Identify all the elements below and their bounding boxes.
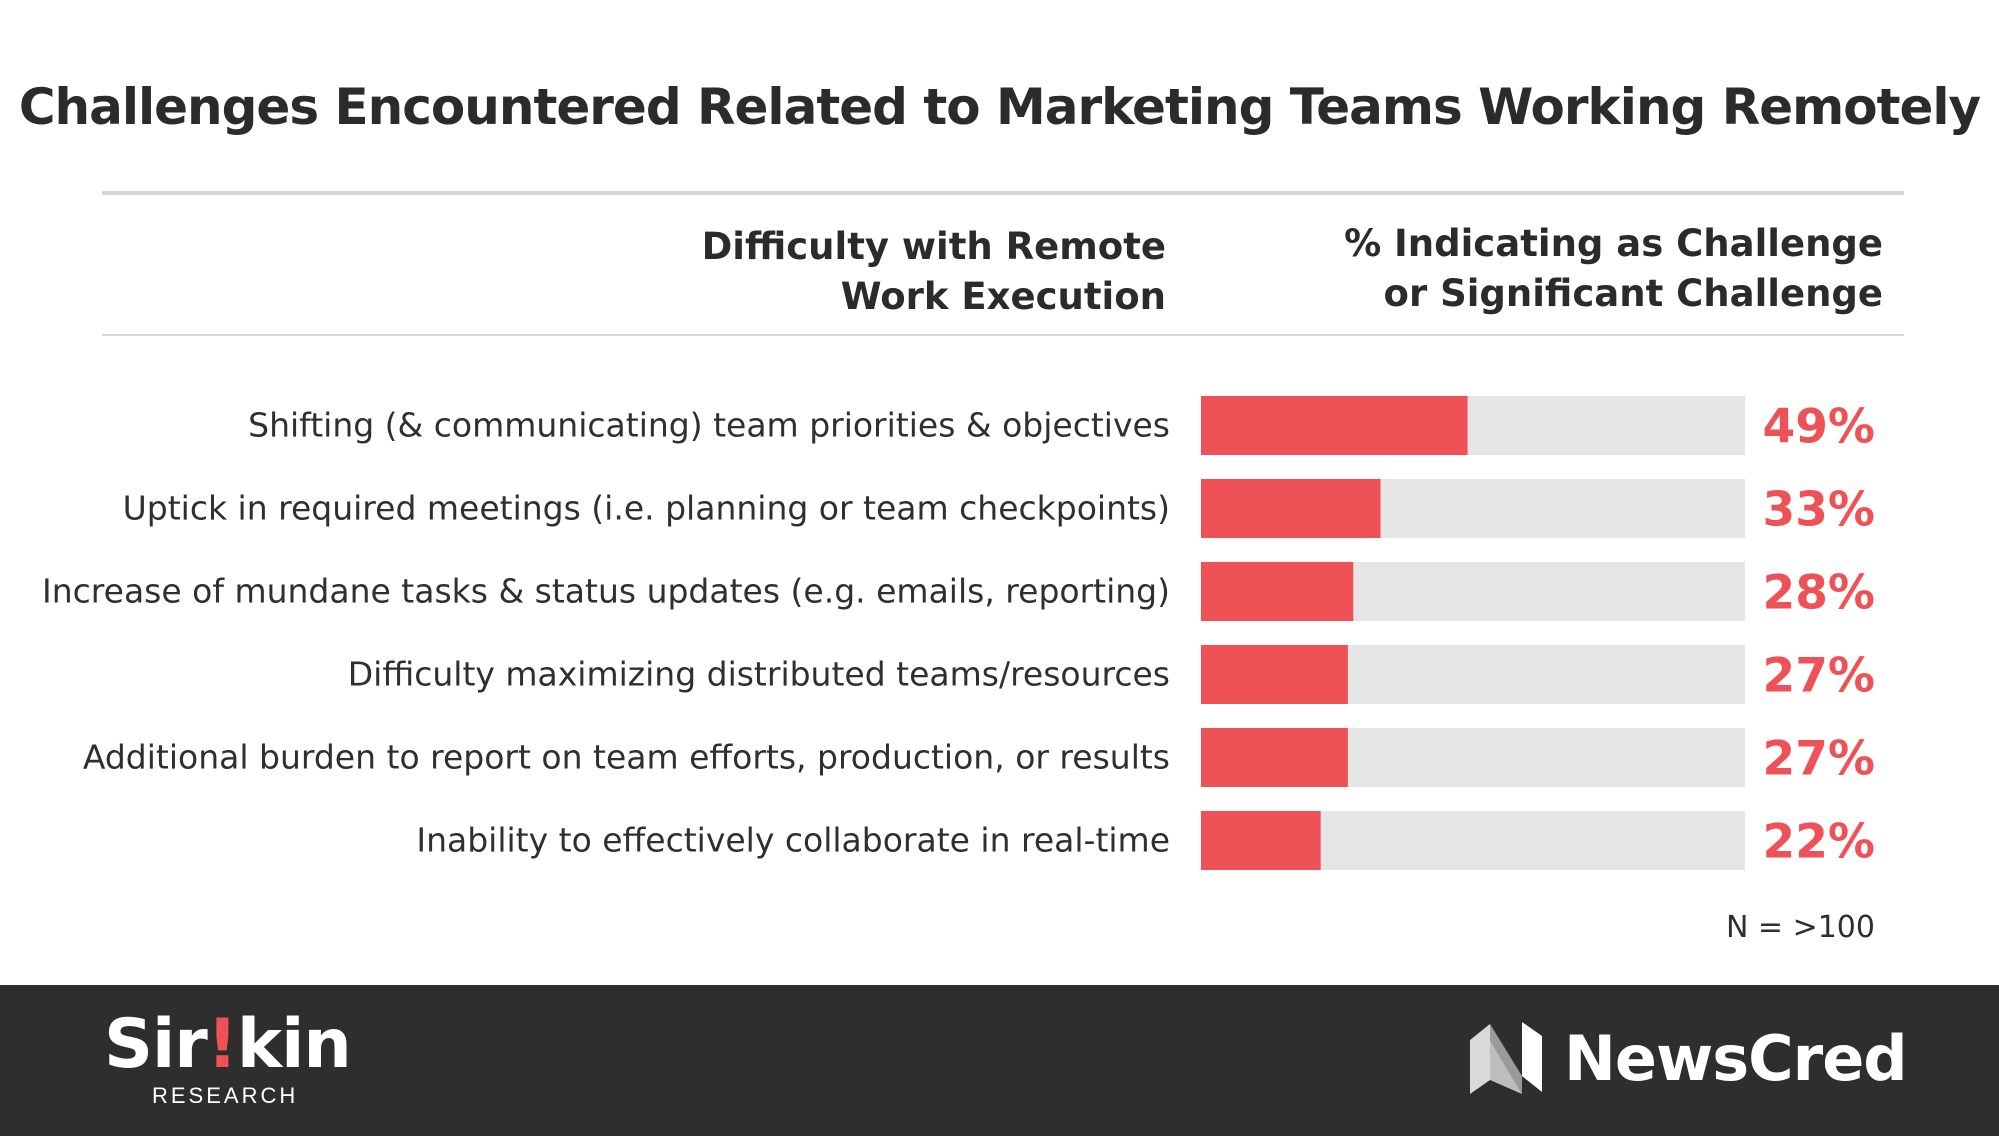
bar [1201, 562, 1354, 621]
value-label: 22% [1763, 815, 1876, 870]
sample-size-note: N = >100 [1726, 910, 1875, 945]
category-label: Increase of mundane tasks & status updat… [42, 572, 1170, 611]
newscred-logo: NewsCred [1468, 1020, 1908, 1096]
value-header-line-2: or Significant Challenge [1383, 272, 1883, 315]
bar [1201, 728, 1348, 787]
sirkin-subtitle: RESEARCH [152, 1083, 299, 1108]
value-label: 27% [1763, 732, 1876, 787]
sirkin-research-logo: Sir!kin RESEARCH [104, 1011, 352, 1109]
newscred-wordmark: NewsCred [1564, 1021, 1908, 1095]
category-label: Difficulty maximizing distributed teams/… [348, 655, 1170, 694]
sirkin-wordmark-mark: ! [206, 1005, 238, 1084]
chart-title: Challenges Encountered Related to Market… [18, 78, 1981, 136]
category-header-line-2: Work Execution [840, 275, 1166, 318]
category-label: Inability to effectively collaborate in … [416, 821, 1170, 860]
top-divider [102, 191, 1904, 195]
newscred-mark-icon [1470, 1022, 1542, 1094]
value-label: 33% [1763, 483, 1876, 538]
value-label: 49% [1763, 400, 1876, 455]
category-label: Additional burden to report on team effo… [83, 738, 1170, 777]
sirkin-wordmark-end: kin [236, 1005, 352, 1084]
bar [1201, 811, 1321, 870]
category-column-header: Difficulty with Remote Work Execution [702, 222, 1166, 322]
value-header-line-1: % Indicating as Challenge [1344, 222, 1883, 265]
header-divider [102, 334, 1904, 336]
bar [1201, 396, 1468, 455]
value-column-header: % Indicating as Challenge or Significant… [1344, 219, 1883, 319]
bar [1201, 645, 1348, 704]
sirkin-wordmark-start: Sir [104, 1005, 208, 1084]
bar-chart: Shifting (& communicating) team prioriti… [42, 396, 1876, 945]
category-label: Shifting (& communicating) team prioriti… [248, 406, 1170, 445]
category-label: Uptick in required meetings (i.e. planni… [123, 489, 1170, 528]
sirkin-wordmark: Sir!kin [104, 1011, 352, 1079]
footer-bar: Sir!kin RESEARCH NewsCred [0, 985, 1999, 1136]
value-label: 28% [1763, 566, 1876, 621]
value-label: 27% [1763, 649, 1876, 704]
category-header-line-1: Difficulty with Remote [701, 225, 1166, 268]
bar [1201, 479, 1381, 538]
